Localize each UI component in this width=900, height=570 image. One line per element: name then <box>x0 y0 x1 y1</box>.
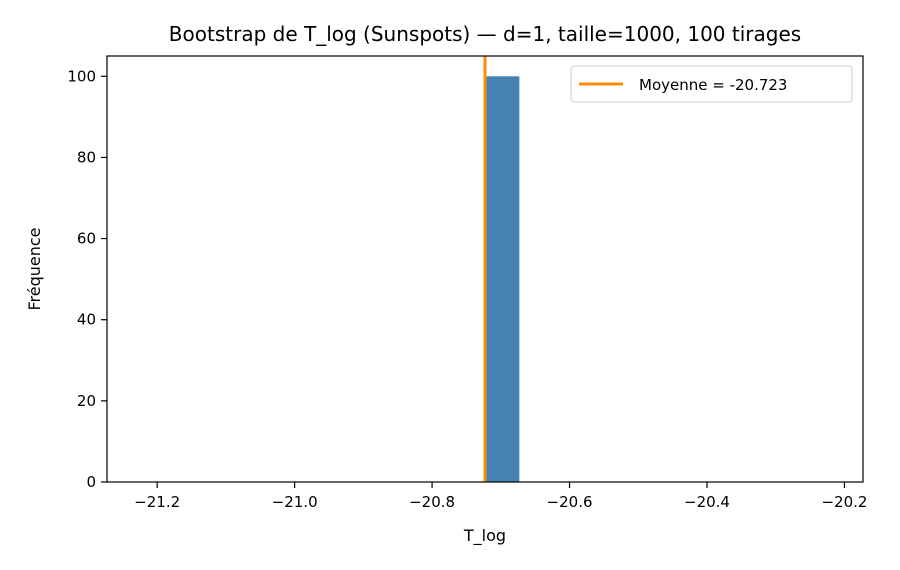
y-tick-label: 20 <box>77 392 96 410</box>
x-tick-label: −20.2 <box>821 493 867 511</box>
plot-frame <box>106 55 864 483</box>
x-tick-label: −20.6 <box>547 493 593 511</box>
y-axis-ticks: 0 20 40 60 80 100 <box>67 67 107 491</box>
x-axis-ticks: −21.2 −21.0 −20.8 −20.6 −20.4 −20.2 <box>134 482 867 511</box>
legend: Moyenne = -20.723 <box>570 65 853 103</box>
y-tick-label: 40 <box>77 311 96 329</box>
x-tick-label: −20.8 <box>409 493 455 511</box>
legend-entry-mean: Moyenne = -20.723 <box>639 76 787 94</box>
x-axis-label: T_log <box>463 526 506 546</box>
legend-box <box>570 65 853 103</box>
y-tick-label: 60 <box>77 230 96 248</box>
x-tick-label: −20.4 <box>684 493 730 511</box>
chart-title: Bootstrap de T_log (Sunspots) — d=1, tai… <box>169 22 801 46</box>
y-axis-label: Fréquence <box>25 227 44 310</box>
x-tick-label: −21.0 <box>272 493 318 511</box>
y-tick-label: 100 <box>67 67 96 85</box>
y-tick-label: 80 <box>77 148 96 166</box>
y-tick-label: 0 <box>86 473 96 491</box>
histogram-bars <box>485 76 520 483</box>
histogram-bar <box>485 76 520 483</box>
x-tick-label: −21.2 <box>134 493 180 511</box>
